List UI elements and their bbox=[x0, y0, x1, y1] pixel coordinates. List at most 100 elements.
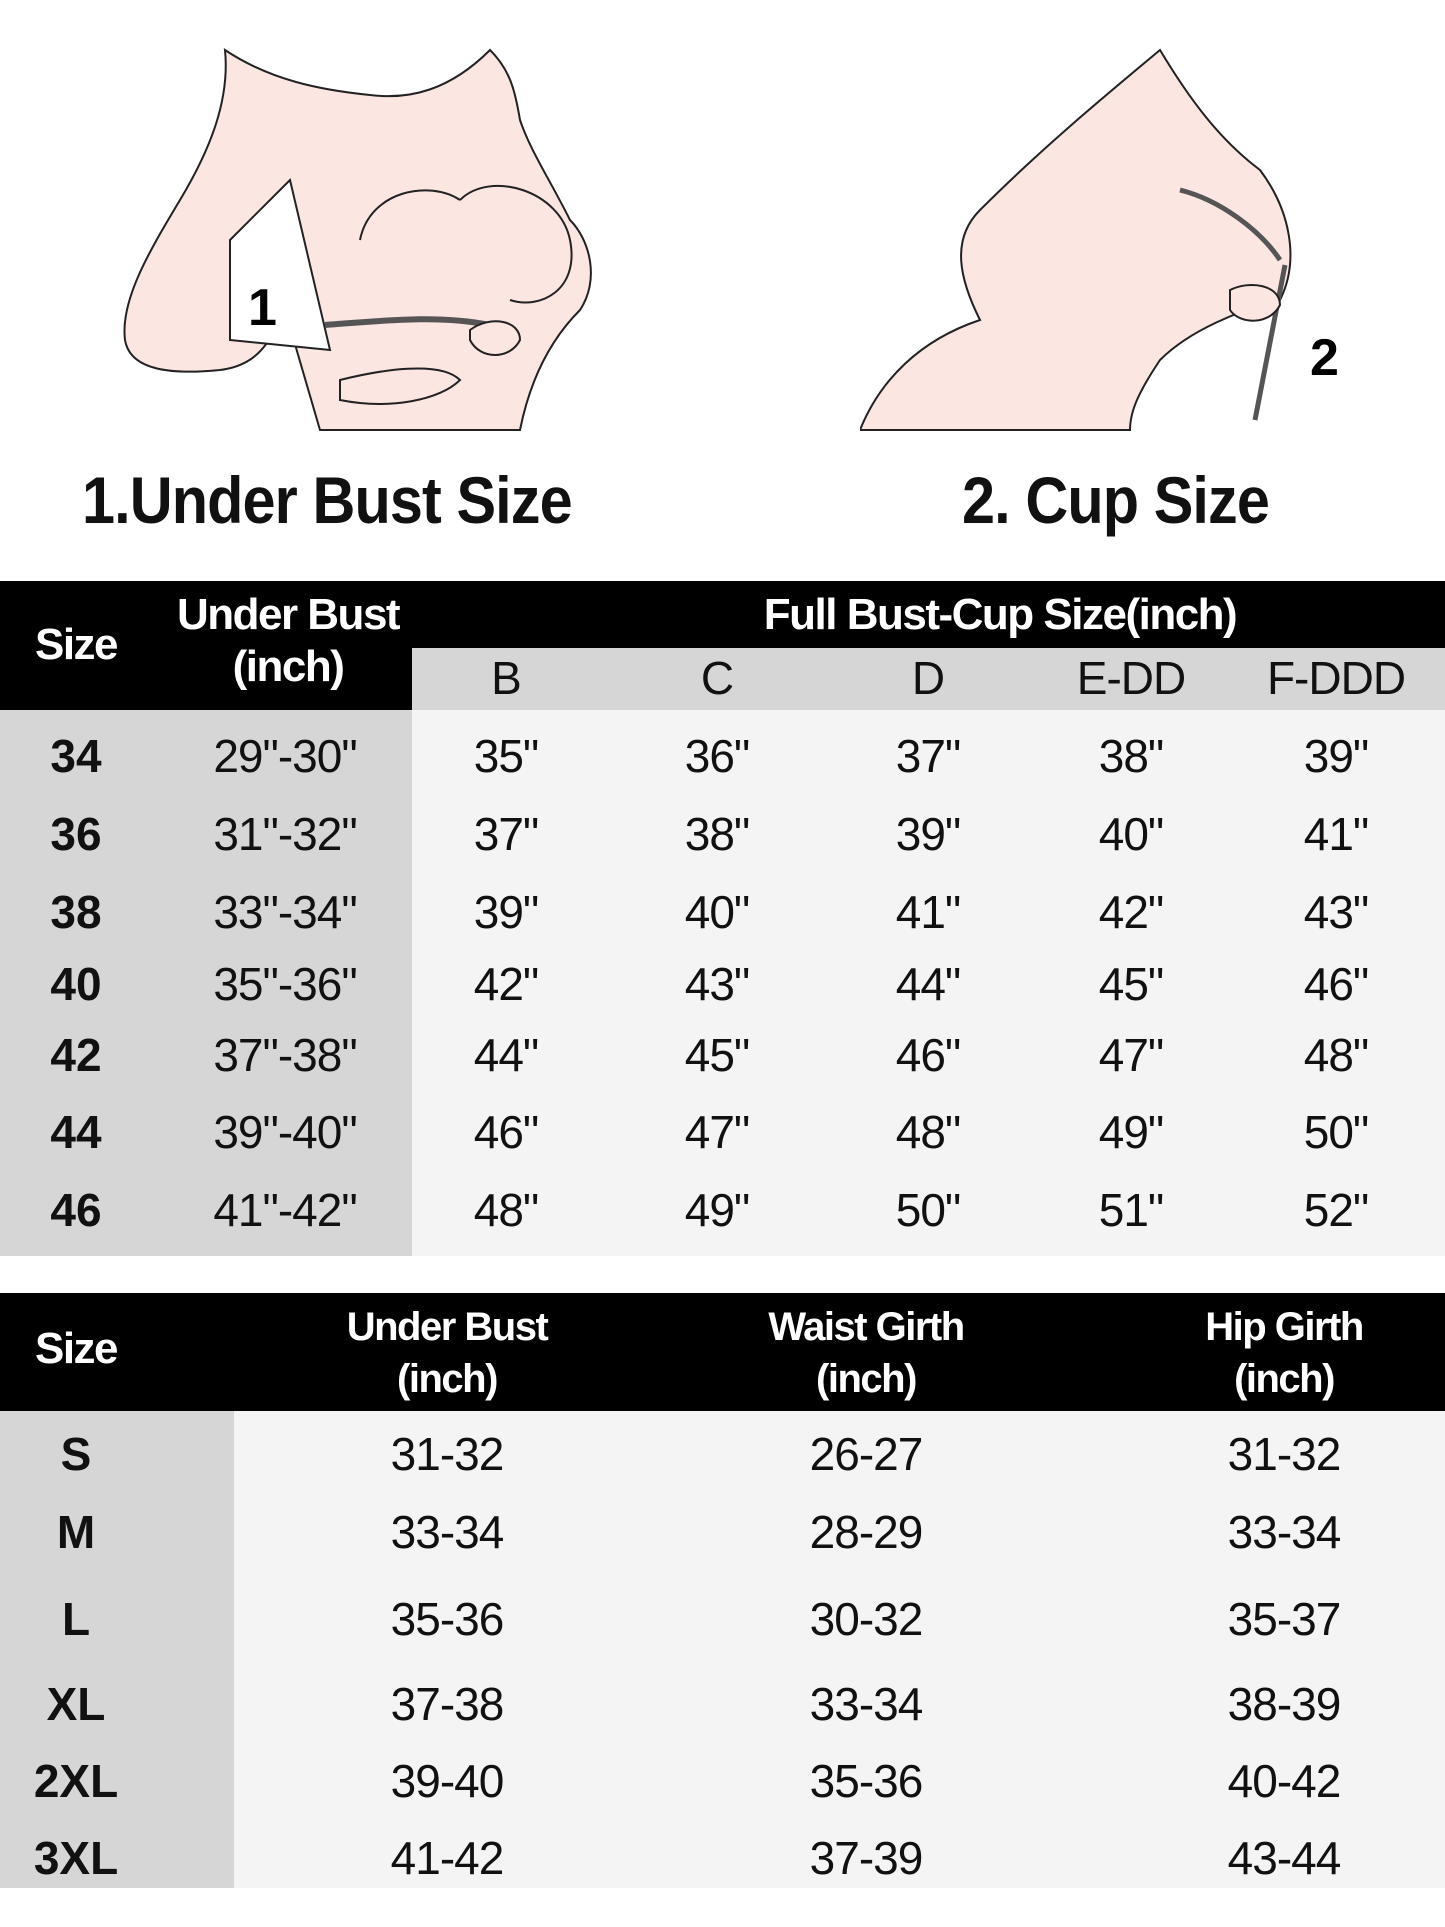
cup-header-e-dd: E-DD bbox=[1076, 652, 1186, 704]
row-cup-value: 46" bbox=[1303, 958, 1369, 1010]
row-cup-value: 43" bbox=[684, 958, 750, 1010]
row-cup-value: 47" bbox=[684, 1106, 750, 1158]
row-value: 43-44 bbox=[1227, 1832, 1342, 1884]
cup-header-c: C bbox=[700, 652, 734, 704]
row-value: 35-36 bbox=[809, 1755, 924, 1807]
row-size: 34 bbox=[50, 730, 102, 782]
row-size: L bbox=[61, 1593, 91, 1645]
row-cup-value: 40" bbox=[1098, 808, 1164, 860]
row-cup-value: 52" bbox=[1303, 1184, 1369, 1236]
row-size: 42 bbox=[50, 1029, 102, 1081]
row-cup-value: 43" bbox=[1303, 886, 1369, 938]
row-value: 31-32 bbox=[390, 1428, 505, 1480]
row-cup-value: 39" bbox=[473, 886, 539, 938]
row-cup-value: 37" bbox=[895, 730, 961, 782]
row-cup-value: 44" bbox=[473, 1029, 539, 1081]
row-cup-value: 50" bbox=[895, 1184, 961, 1236]
row-value: 40-42 bbox=[1227, 1755, 1342, 1807]
row-cup-value: 45" bbox=[684, 1029, 750, 1081]
row-value: 37-38 bbox=[390, 1678, 505, 1730]
row-value: 39-40 bbox=[390, 1755, 505, 1807]
cup-size-title: 2. Cup Size bbox=[962, 463, 1270, 537]
row-size: 3XL bbox=[33, 1832, 119, 1884]
row-cup-value: 41" bbox=[895, 886, 961, 938]
header-line: Waist Girth bbox=[768, 1305, 965, 1349]
row-cup-value: 38" bbox=[684, 808, 750, 860]
row-cup-value: 49" bbox=[1098, 1106, 1164, 1158]
row-cup-value: 46" bbox=[895, 1029, 961, 1081]
row-size: 36 bbox=[50, 808, 102, 860]
row-size: S bbox=[60, 1428, 92, 1480]
letter-size-table: Size Under Bust (inch) Waist Girth (inch) Hip… bbox=[0, 1293, 1445, 1888]
row-value: 41-42 bbox=[390, 1832, 505, 1884]
badge-1: 1 bbox=[248, 279, 277, 337]
row-cup-value: 37" bbox=[473, 808, 539, 860]
header-line: Size bbox=[34, 1324, 119, 1373]
header-col-1: Under Bust (inch) bbox=[346, 1301, 549, 1405]
row-under-bust: 41"-42" bbox=[213, 1184, 357, 1236]
row-size: M bbox=[56, 1506, 96, 1558]
row-size: 40 bbox=[50, 958, 102, 1010]
row-under-bust: 29"-30" bbox=[213, 730, 357, 782]
row-value: 33-34 bbox=[809, 1678, 924, 1730]
row-cup-value: 39" bbox=[895, 808, 961, 860]
cup-header-f-ddd: F-DDD bbox=[1266, 652, 1406, 704]
row-value: 26-27 bbox=[809, 1428, 924, 1480]
row-under-bust: 37"-38" bbox=[213, 1029, 357, 1081]
row-value: 38-39 bbox=[1227, 1678, 1342, 1730]
row-under-bust: 31"-32" bbox=[213, 808, 357, 860]
row-value: 31-32 bbox=[1227, 1428, 1342, 1480]
row-size: XL bbox=[46, 1678, 106, 1730]
header-line: (inch) bbox=[1234, 1357, 1335, 1401]
row-size: 2XL bbox=[33, 1755, 119, 1807]
header-col-0: Size bbox=[34, 1323, 119, 1375]
row-size: 44 bbox=[50, 1106, 102, 1158]
under-bust-header-line1: Under Bust bbox=[176, 590, 401, 639]
row-cup-value: 41" bbox=[1303, 808, 1369, 860]
row-cup-value: 40" bbox=[684, 886, 750, 938]
row-cup-value: 48" bbox=[473, 1184, 539, 1236]
row-cup-value: 42" bbox=[1098, 886, 1164, 938]
full-bust-header: Full Bust-Cup Size(inch) bbox=[763, 590, 1238, 639]
row-value: 28-29 bbox=[809, 1506, 924, 1558]
under-bust-header: Under Bust (inch) bbox=[176, 589, 401, 693]
row-cup-value: 38" bbox=[1098, 730, 1164, 782]
header-col-3: Hip Girth (inch) bbox=[1205, 1301, 1364, 1405]
row-value: 30-32 bbox=[809, 1593, 924, 1645]
size-header: Size bbox=[34, 620, 119, 669]
header-line: (inch) bbox=[816, 1357, 917, 1401]
row-value: 33-34 bbox=[1227, 1506, 1342, 1558]
header-line: Under Bust bbox=[346, 1305, 549, 1349]
row-cup-value: 51" bbox=[1098, 1184, 1164, 1236]
header-line: Hip Girth bbox=[1205, 1305, 1364, 1349]
row-cup-value: 50" bbox=[1303, 1106, 1369, 1158]
row-size: 46 bbox=[50, 1184, 102, 1236]
row-cup-value: 48" bbox=[1303, 1029, 1369, 1081]
row-cup-value: 35" bbox=[473, 730, 539, 782]
header-line: (inch) bbox=[397, 1357, 498, 1401]
under-bust-title: 1.Under Bust Size bbox=[82, 463, 573, 537]
row-cup-value: 46" bbox=[473, 1106, 539, 1158]
badge-2: 2 bbox=[1310, 329, 1339, 387]
bra-size-table: Size Under Bust (inch) Full Bust-Cup Siz… bbox=[0, 581, 1445, 1256]
row-under-bust: 33"-34" bbox=[213, 886, 357, 938]
cup-header-d: D bbox=[911, 652, 945, 704]
row-under-bust: 39"-40" bbox=[213, 1106, 357, 1158]
row-under-bust: 35"-36" bbox=[213, 958, 357, 1010]
row-cup-value: 36" bbox=[684, 730, 750, 782]
row-cup-value: 39" bbox=[1303, 730, 1369, 782]
under-bust-header-line2: (inch) bbox=[232, 642, 345, 691]
row-cup-value: 49" bbox=[684, 1184, 750, 1236]
row-cup-value: 45" bbox=[1098, 958, 1164, 1010]
cup-size-measure-illustration: 2 bbox=[860, 48, 1339, 431]
row-value: 33-34 bbox=[390, 1506, 505, 1558]
row-value: 35-37 bbox=[1227, 1593, 1342, 1645]
row-size: 38 bbox=[50, 886, 102, 938]
row-value: 35-36 bbox=[390, 1593, 505, 1645]
cup-header-b: B bbox=[491, 652, 522, 704]
under-bust-measure-illustration: 1 bbox=[123, 47, 592, 431]
row-cup-value: 44" bbox=[895, 958, 961, 1010]
row-cup-value: 48" bbox=[895, 1106, 961, 1158]
row-value: 37-39 bbox=[809, 1832, 924, 1884]
row-cup-value: 47" bbox=[1098, 1029, 1164, 1081]
